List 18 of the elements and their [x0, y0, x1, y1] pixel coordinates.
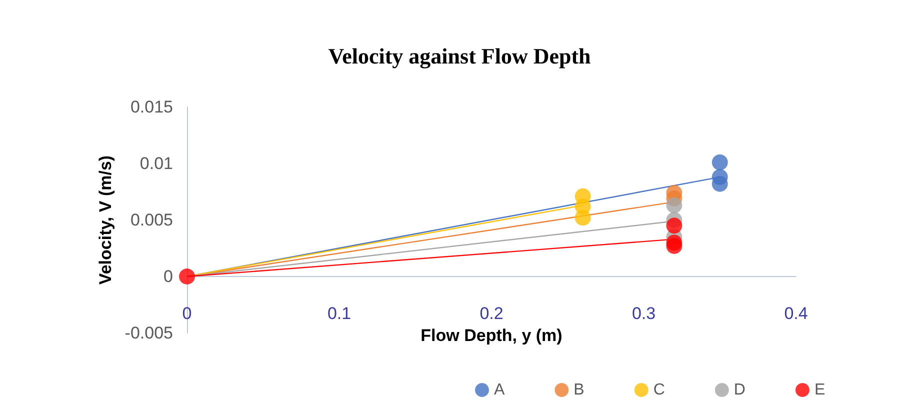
x-tick-label: 0.1 [327, 304, 352, 323]
x-tick-label: 0 [182, 304, 192, 323]
y-tick-label: 0.015 [130, 98, 173, 116]
y-axis-title: Velocity, V (m/s) [96, 155, 115, 285]
x-tick-label: 0.4 [784, 304, 808, 323]
legend-label: C [653, 382, 665, 398]
x-tick-label: 0.2 [480, 304, 504, 323]
y-tick-label: 0 [164, 267, 173, 286]
chart-title: Velocity against Flow Depth [328, 44, 591, 68]
y-tick-label: 0.005 [130, 210, 173, 230]
legend-label: E [814, 382, 826, 398]
x-axis-title: Flow Depth, y (m) [420, 326, 562, 345]
x-tick-label: 0.3 [632, 304, 656, 323]
y-tick-label: -0.005 [124, 324, 173, 342]
legend-label: A [494, 382, 505, 398]
y-tick-label: 0.01 [140, 154, 173, 173]
legend-label: D [734, 382, 746, 398]
legend-label: B [574, 382, 584, 398]
